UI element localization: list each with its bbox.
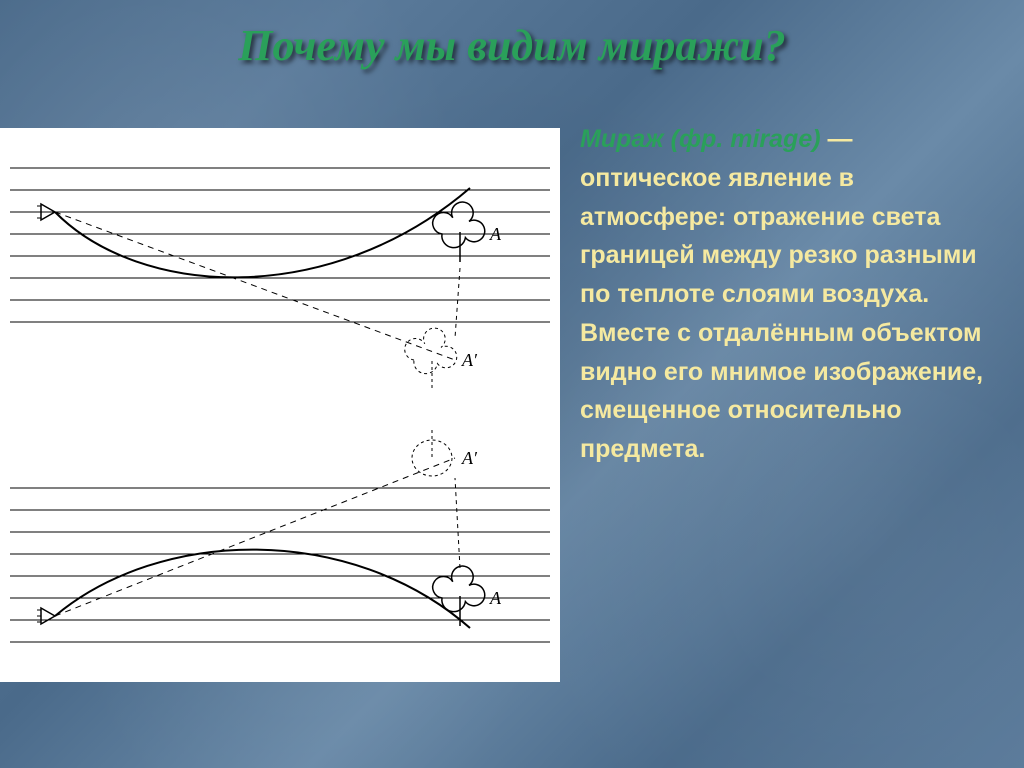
etymology: (фр. mirage)	[671, 125, 821, 153]
definition-body: — оптическое явление в атмосфере: отраже…	[580, 125, 983, 463]
definition-block: Мираж (фр. mirage) — оптическое явление …	[580, 120, 1000, 469]
mirage-diagram: A A′ A A′	[0, 128, 560, 682]
slide-title: Почему мы видим миражи?	[0, 20, 1024, 71]
slide: Почему мы видим миражи? A A′ A A′ Мираж (фр…	[0, 0, 1024, 768]
title-text: Почему мы видим миражи?	[238, 21, 786, 70]
diagram-svg: A A′ A A′	[0, 128, 560, 682]
svg-text:A′: A′	[461, 448, 478, 468]
svg-text:A: A	[489, 224, 502, 244]
svg-text:A: A	[489, 588, 502, 608]
definition-paragraph: Мираж (фр. mirage) — оптическое явление …	[580, 120, 1000, 469]
svg-text:A′: A′	[461, 350, 478, 370]
term: Мираж	[580, 125, 664, 153]
